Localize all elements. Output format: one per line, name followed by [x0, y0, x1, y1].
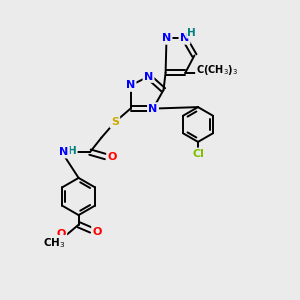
Text: CH$_3$: CH$_3$	[44, 236, 66, 250]
Text: O: O	[56, 229, 66, 239]
Text: Cl: Cl	[192, 149, 204, 159]
Text: O: O	[92, 226, 102, 237]
Text: N: N	[162, 33, 171, 43]
Text: N: N	[180, 33, 189, 43]
Text: S: S	[111, 117, 119, 127]
Text: O: O	[107, 152, 117, 162]
Text: N: N	[144, 71, 153, 82]
Text: N: N	[148, 103, 158, 114]
Text: N: N	[59, 147, 68, 157]
Text: H: H	[187, 28, 196, 38]
Text: C(CH$_3$)$_3$: C(CH$_3$)$_3$	[196, 63, 238, 77]
Text: N: N	[126, 80, 135, 91]
Text: H: H	[68, 146, 76, 156]
